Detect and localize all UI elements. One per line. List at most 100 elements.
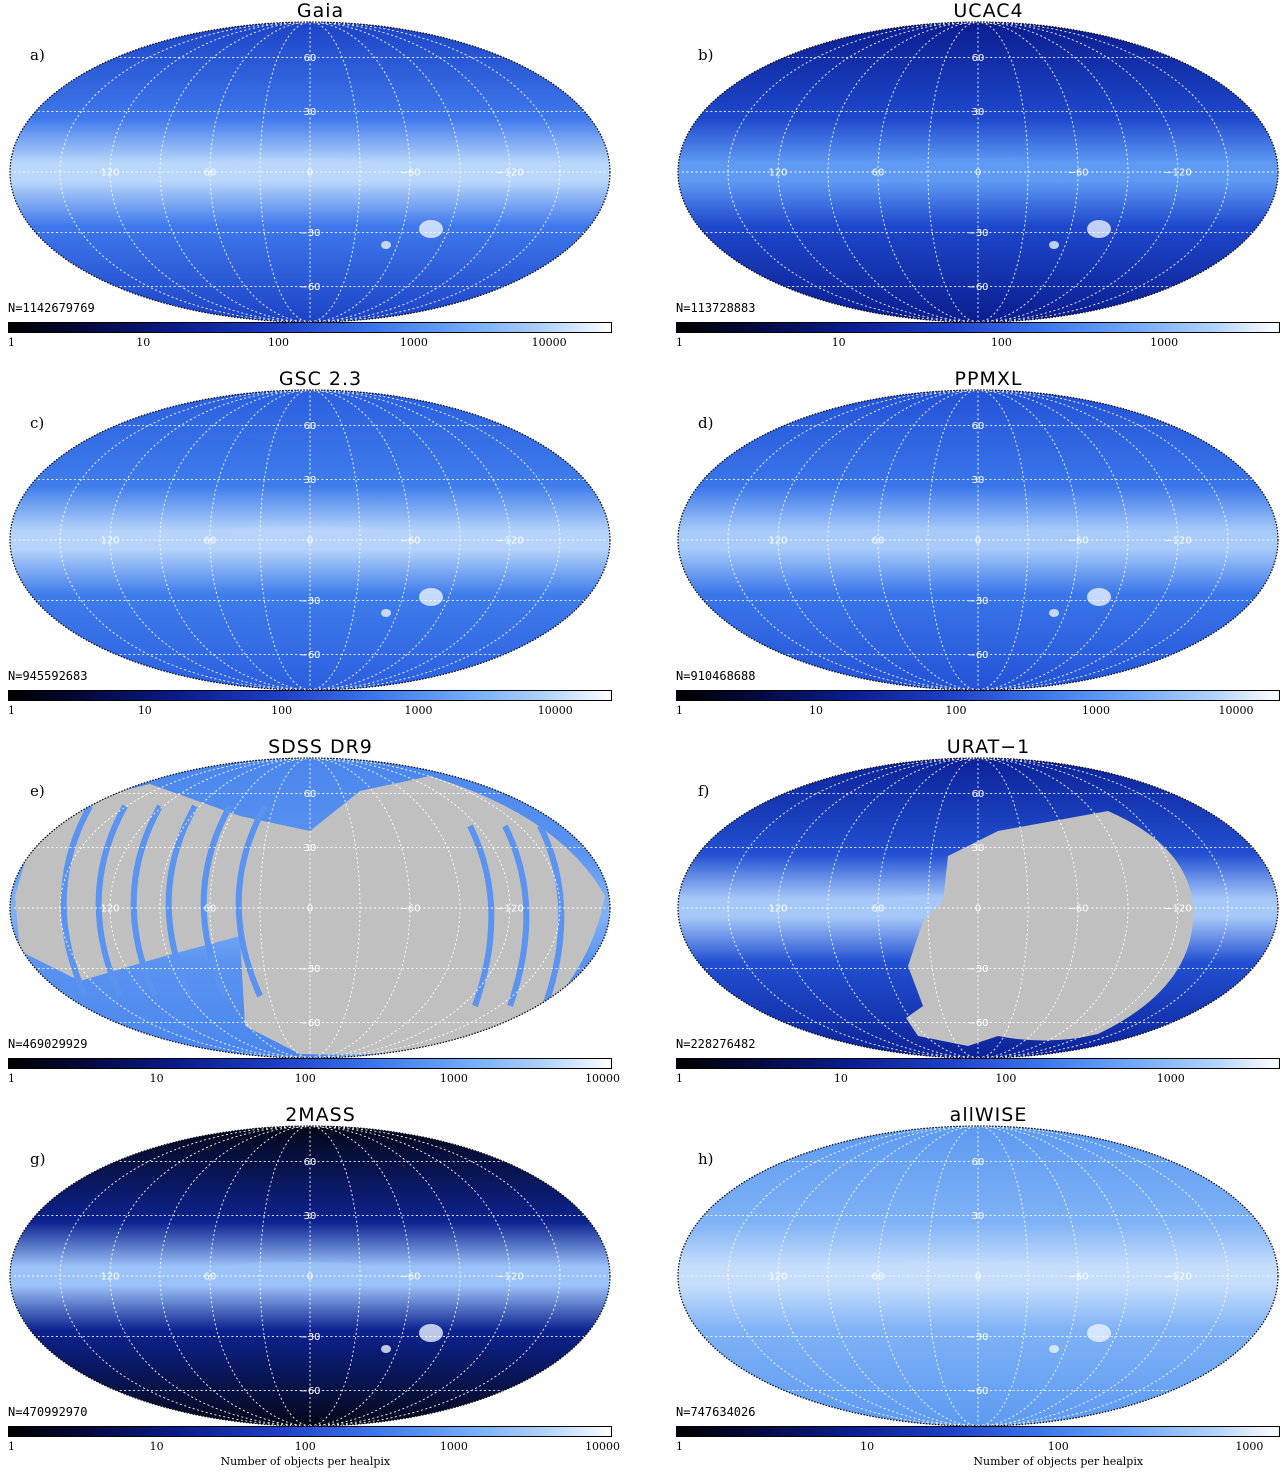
longitude-label: −120 (1164, 1272, 1191, 1283)
colorbar-tick-label: 10 (136, 336, 151, 349)
longitude-label: −60 (1067, 168, 1088, 179)
panel-letter: f) (698, 782, 710, 800)
object-count: N=113728883 (676, 301, 756, 315)
panel-letter: e) (30, 782, 45, 800)
longitude-label: −60 (1067, 536, 1088, 547)
panel-letter: b) (698, 46, 714, 64)
object-count: N=945592683 (8, 669, 88, 683)
panel-letter: h) (698, 1150, 714, 1168)
longitude-label: −120 (496, 536, 523, 547)
colorbar-tick-label: 100 (995, 1072, 1017, 1085)
longitude-label: 60 (204, 1272, 217, 1283)
colorbar-tick-label: 1000 (1082, 704, 1110, 717)
map-border (677, 1125, 1279, 1426)
object-count: N=228276482 (676, 1037, 756, 1051)
colorbar-tick-label: 100 (294, 1072, 316, 1085)
sky-map: 120 60 0 −60 −120 60 30 −30 −60 (9, 389, 611, 690)
colorbar-tick-label: 100 (268, 336, 290, 349)
colorbar-tick-label: 1000 (439, 1440, 468, 1453)
colorbar-tick-label: 10000 (537, 704, 573, 717)
sky-map: 120 60 0 −60 −120 60 30 −30 −60 (677, 757, 1279, 1058)
object-count: N=470992970 (8, 1405, 88, 1419)
longitude-label: 60 (204, 536, 217, 547)
latitude-label: −30 (299, 228, 320, 239)
colorbar-tick-label: 100 (271, 704, 293, 717)
latitude-label: 30 (972, 843, 985, 854)
smc-blob (1049, 241, 1059, 249)
galactic-bulge (190, 1262, 410, 1286)
latitude-label: 30 (304, 107, 317, 118)
map-border (9, 21, 611, 322)
longitude-label: 0 (975, 1272, 981, 1283)
latitude-label: −60 (299, 1386, 320, 1397)
smc-blob (1049, 609, 1059, 617)
sky-map: 120 60 0 −60 −120 60 30 −30 −60 (677, 389, 1279, 690)
graticule (10, 21, 610, 322)
latitude-label: 60 (972, 421, 985, 432)
sky-map: 120 60 0 −60 −120 60 30 −30 −60 (677, 21, 1279, 322)
panel-gsc-2-3: GSC 2.3 120 60 0 −60 −120 60 30 −30 −60 c) N=945592… (0, 368, 641, 736)
galactic-bulge (190, 158, 410, 182)
map-border (677, 389, 1279, 690)
panel-sdss-dr9: SDSS DR9 120 60 0 −60 −120 60 30 −30 −60 e) N=46902… (0, 736, 641, 1104)
unobserved-region-mask (15, 776, 605, 1055)
latitude-label: 30 (972, 475, 985, 486)
colorbar (8, 1426, 612, 1437)
longitude-label: −120 (1164, 904, 1191, 915)
latitude-label: −60 (967, 1386, 988, 1397)
longitude-label: −60 (399, 904, 420, 915)
lmc-blob (419, 1324, 443, 1342)
colorbar-tick-label: 1000 (1150, 336, 1179, 349)
lmc-blob (1087, 1324, 1111, 1342)
colorbar-tick-label: 1 (676, 336, 683, 349)
galactic-bulge (858, 158, 1078, 182)
lmc-blob (1087, 588, 1111, 606)
longitude-label: 0 (307, 904, 313, 915)
colorbar (676, 690, 1280, 701)
latitude-label: −30 (967, 596, 988, 607)
object-count: N=910468688 (676, 669, 756, 683)
colorbar (8, 690, 612, 701)
sky-map: 120 60 0 −60 −120 60 30 −30 −60 (9, 21, 611, 322)
panel-2mass: 2MASS 120 60 0 −60 −120 60 30 −30 −60 g) N=47099297… (0, 1104, 641, 1472)
object-count: N=1142679769 (8, 301, 95, 315)
colorbar-tick-label: 10000 (585, 1072, 621, 1085)
colorbar-tick-label: 1 (676, 1072, 683, 1085)
longitude-label: 0 (975, 168, 981, 179)
latitude-label: 60 (304, 789, 317, 800)
latitude-label: 60 (972, 789, 985, 800)
longitude-label: 120 (100, 1272, 119, 1283)
map-border (9, 1125, 611, 1426)
galactic-bulge (858, 1262, 1078, 1286)
object-count: N=747634026 (676, 1405, 756, 1419)
map-border (9, 389, 611, 690)
panel-letter: g) (30, 1150, 46, 1168)
unobserved-region-mask (906, 811, 1194, 1046)
colorbar-tick-label: 1000 (399, 336, 428, 349)
smc-blob (381, 609, 391, 617)
longitude-label: 60 (872, 1272, 885, 1283)
latitude-label: −30 (967, 228, 988, 239)
graticule (10, 757, 610, 1058)
panel-title: SDSS DR9 (268, 736, 373, 758)
latitude-label: −60 (299, 282, 320, 293)
sky-map: 120 60 0 −60 −120 60 30 −30 −60 (677, 1125, 1279, 1426)
panel-ppmxl: PPMXL 120 60 0 −60 −120 60 30 −30 −60 d) N=91046868… (668, 368, 1282, 736)
colorbar-tick-label: 100 (945, 704, 967, 717)
latitude-label: 30 (304, 843, 317, 854)
longitude-label: −60 (399, 168, 420, 179)
survey-stripes (60, 804, 565, 1007)
panel-title: UCAC4 (953, 0, 1024, 22)
colorbar-tick-label: 10000 (1218, 704, 1254, 717)
longitude-label: 120 (768, 1272, 787, 1283)
colorbar-tick-label: 10 (833, 1072, 848, 1085)
graticule (678, 389, 1278, 690)
colorbar-tick-label: 10 (149, 1440, 164, 1453)
graticule (10, 1125, 610, 1426)
panel-title: 2MASS (285, 1104, 356, 1126)
object-count: N=469029929 (8, 1037, 88, 1051)
latitude-label: −60 (967, 1018, 988, 1029)
longitude-label: 120 (768, 168, 787, 179)
colorbar-axis-label: Number of objects per healpix (973, 1455, 1144, 1468)
latitude-label: 60 (972, 1157, 985, 1168)
